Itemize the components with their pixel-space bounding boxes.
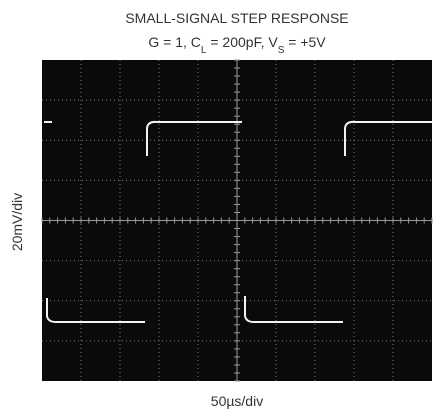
subtitle: G = 1, CL = 200pF, VS = +5V — [148, 34, 326, 56]
subtitle-sub: L — [201, 45, 207, 56]
grid — [41, 59, 433, 382]
trace-low — [244, 296, 343, 323]
trace-low — [46, 298, 145, 323]
x-label: 50µs/div — [211, 393, 263, 409]
subtitle-part: = +5V — [284, 34, 326, 50]
subtitle-part: G = 1, C — [148, 34, 201, 50]
subtitle-sub: S — [278, 45, 285, 56]
y-label: 20mV/div — [9, 193, 25, 251]
trace — [44, 120, 432, 323]
title: SMALL-SIGNAL STEP RESPONSE — [125, 10, 348, 26]
subtitle-part: = 200pF, V — [206, 34, 278, 50]
trace-high — [146, 120, 242, 156]
trace-high — [344, 120, 432, 156]
